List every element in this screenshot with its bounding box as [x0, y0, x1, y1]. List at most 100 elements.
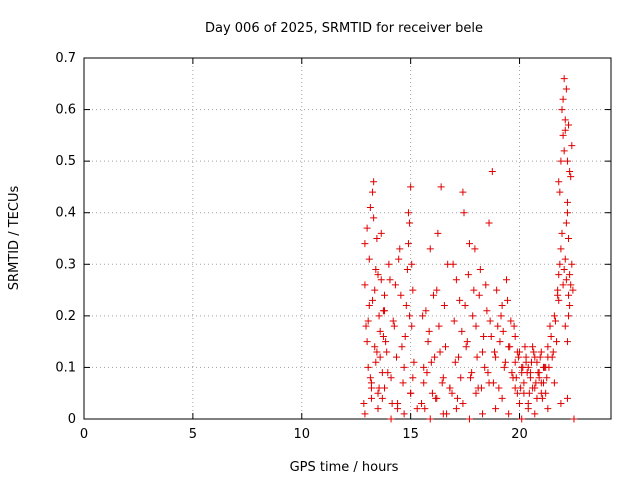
data-point — [561, 255, 569, 263]
data-point — [498, 302, 506, 310]
x-tick-label: 5 — [189, 427, 197, 442]
y-tick-label: 0.3 — [55, 257, 76, 272]
data-point — [367, 384, 375, 392]
data-point — [483, 307, 491, 315]
x-axis-label: GPS time / hours — [290, 460, 399, 475]
data-point — [409, 286, 417, 294]
data-point — [497, 312, 505, 320]
data-point — [428, 389, 436, 397]
data-point — [361, 410, 369, 418]
data-point — [529, 343, 537, 351]
y-tick-label: 0.6 — [55, 103, 76, 118]
axis-ticks — [83, 57, 611, 420]
data-point — [558, 229, 566, 237]
data-point — [457, 374, 465, 382]
data-point — [425, 327, 433, 335]
data-point — [487, 332, 495, 340]
data-point — [470, 286, 478, 294]
data-point — [507, 317, 515, 325]
data-point — [453, 394, 461, 402]
data-point — [404, 209, 412, 217]
data-point — [516, 348, 524, 356]
data-point — [563, 394, 571, 402]
data-point — [511, 358, 519, 366]
data-point — [459, 188, 467, 196]
data-point — [548, 353, 556, 361]
data-point — [511, 384, 519, 392]
data-point — [554, 286, 562, 294]
data-point — [494, 322, 502, 330]
data-point — [557, 400, 565, 408]
data-point — [511, 332, 519, 340]
data-point — [568, 142, 576, 150]
data-point — [505, 410, 513, 418]
data-point — [520, 379, 528, 387]
data-point — [547, 332, 555, 340]
data-point — [452, 276, 460, 284]
data-point — [383, 348, 391, 356]
data-point — [406, 219, 414, 227]
data-point — [472, 389, 480, 397]
x-tick-label: 15 — [402, 427, 419, 442]
data-point — [535, 374, 543, 382]
data-point — [502, 276, 510, 284]
data-point — [522, 358, 530, 366]
data-point — [485, 219, 493, 227]
data-point — [565, 121, 573, 129]
data-point — [544, 343, 552, 351]
data-point — [460, 209, 468, 217]
data-point — [373, 348, 381, 356]
data-point — [565, 235, 573, 242]
data-point — [420, 379, 428, 387]
data-point — [396, 245, 404, 253]
data-point — [423, 369, 431, 377]
data-point — [389, 317, 397, 325]
data-point — [464, 271, 472, 279]
data-point — [419, 312, 427, 320]
data-point — [408, 322, 416, 330]
data-point — [438, 379, 446, 387]
data-point — [400, 410, 408, 418]
data-point — [459, 400, 467, 408]
data-point — [531, 353, 539, 361]
data-point — [481, 363, 489, 371]
data-point — [504, 296, 512, 304]
data-point — [408, 260, 416, 268]
y-tick-label: 0.7 — [55, 51, 76, 66]
data-point — [458, 327, 466, 335]
data-point — [370, 214, 378, 222]
data-point — [521, 343, 529, 351]
data-point — [557, 157, 565, 165]
gridlines — [84, 58, 611, 419]
data-point — [567, 173, 575, 181]
data-point — [374, 405, 382, 413]
data-point — [520, 389, 528, 397]
data-point — [362, 322, 370, 330]
y-tick-label: 0.4 — [55, 206, 76, 221]
data-point — [566, 167, 574, 175]
data-point — [518, 363, 526, 371]
data-point — [379, 332, 387, 340]
data-point — [514, 353, 522, 361]
data-point — [559, 131, 567, 139]
data-points — [360, 75, 578, 423]
data-point — [501, 358, 509, 366]
data-point — [533, 394, 541, 402]
data-point — [471, 245, 479, 253]
data-point — [465, 415, 473, 423]
data-point — [463, 338, 471, 346]
data-point — [553, 338, 561, 346]
data-point — [530, 348, 538, 356]
data-point — [395, 255, 403, 263]
data-point — [498, 394, 506, 402]
data-point — [373, 235, 381, 242]
data-point — [440, 302, 448, 310]
data-point — [557, 245, 565, 253]
data-point — [366, 204, 374, 212]
data-point — [562, 276, 570, 284]
data-point — [468, 369, 476, 377]
data-point — [465, 240, 473, 248]
y-tick-label: 0 — [68, 412, 76, 427]
data-point — [469, 312, 477, 320]
data-point — [420, 363, 428, 371]
